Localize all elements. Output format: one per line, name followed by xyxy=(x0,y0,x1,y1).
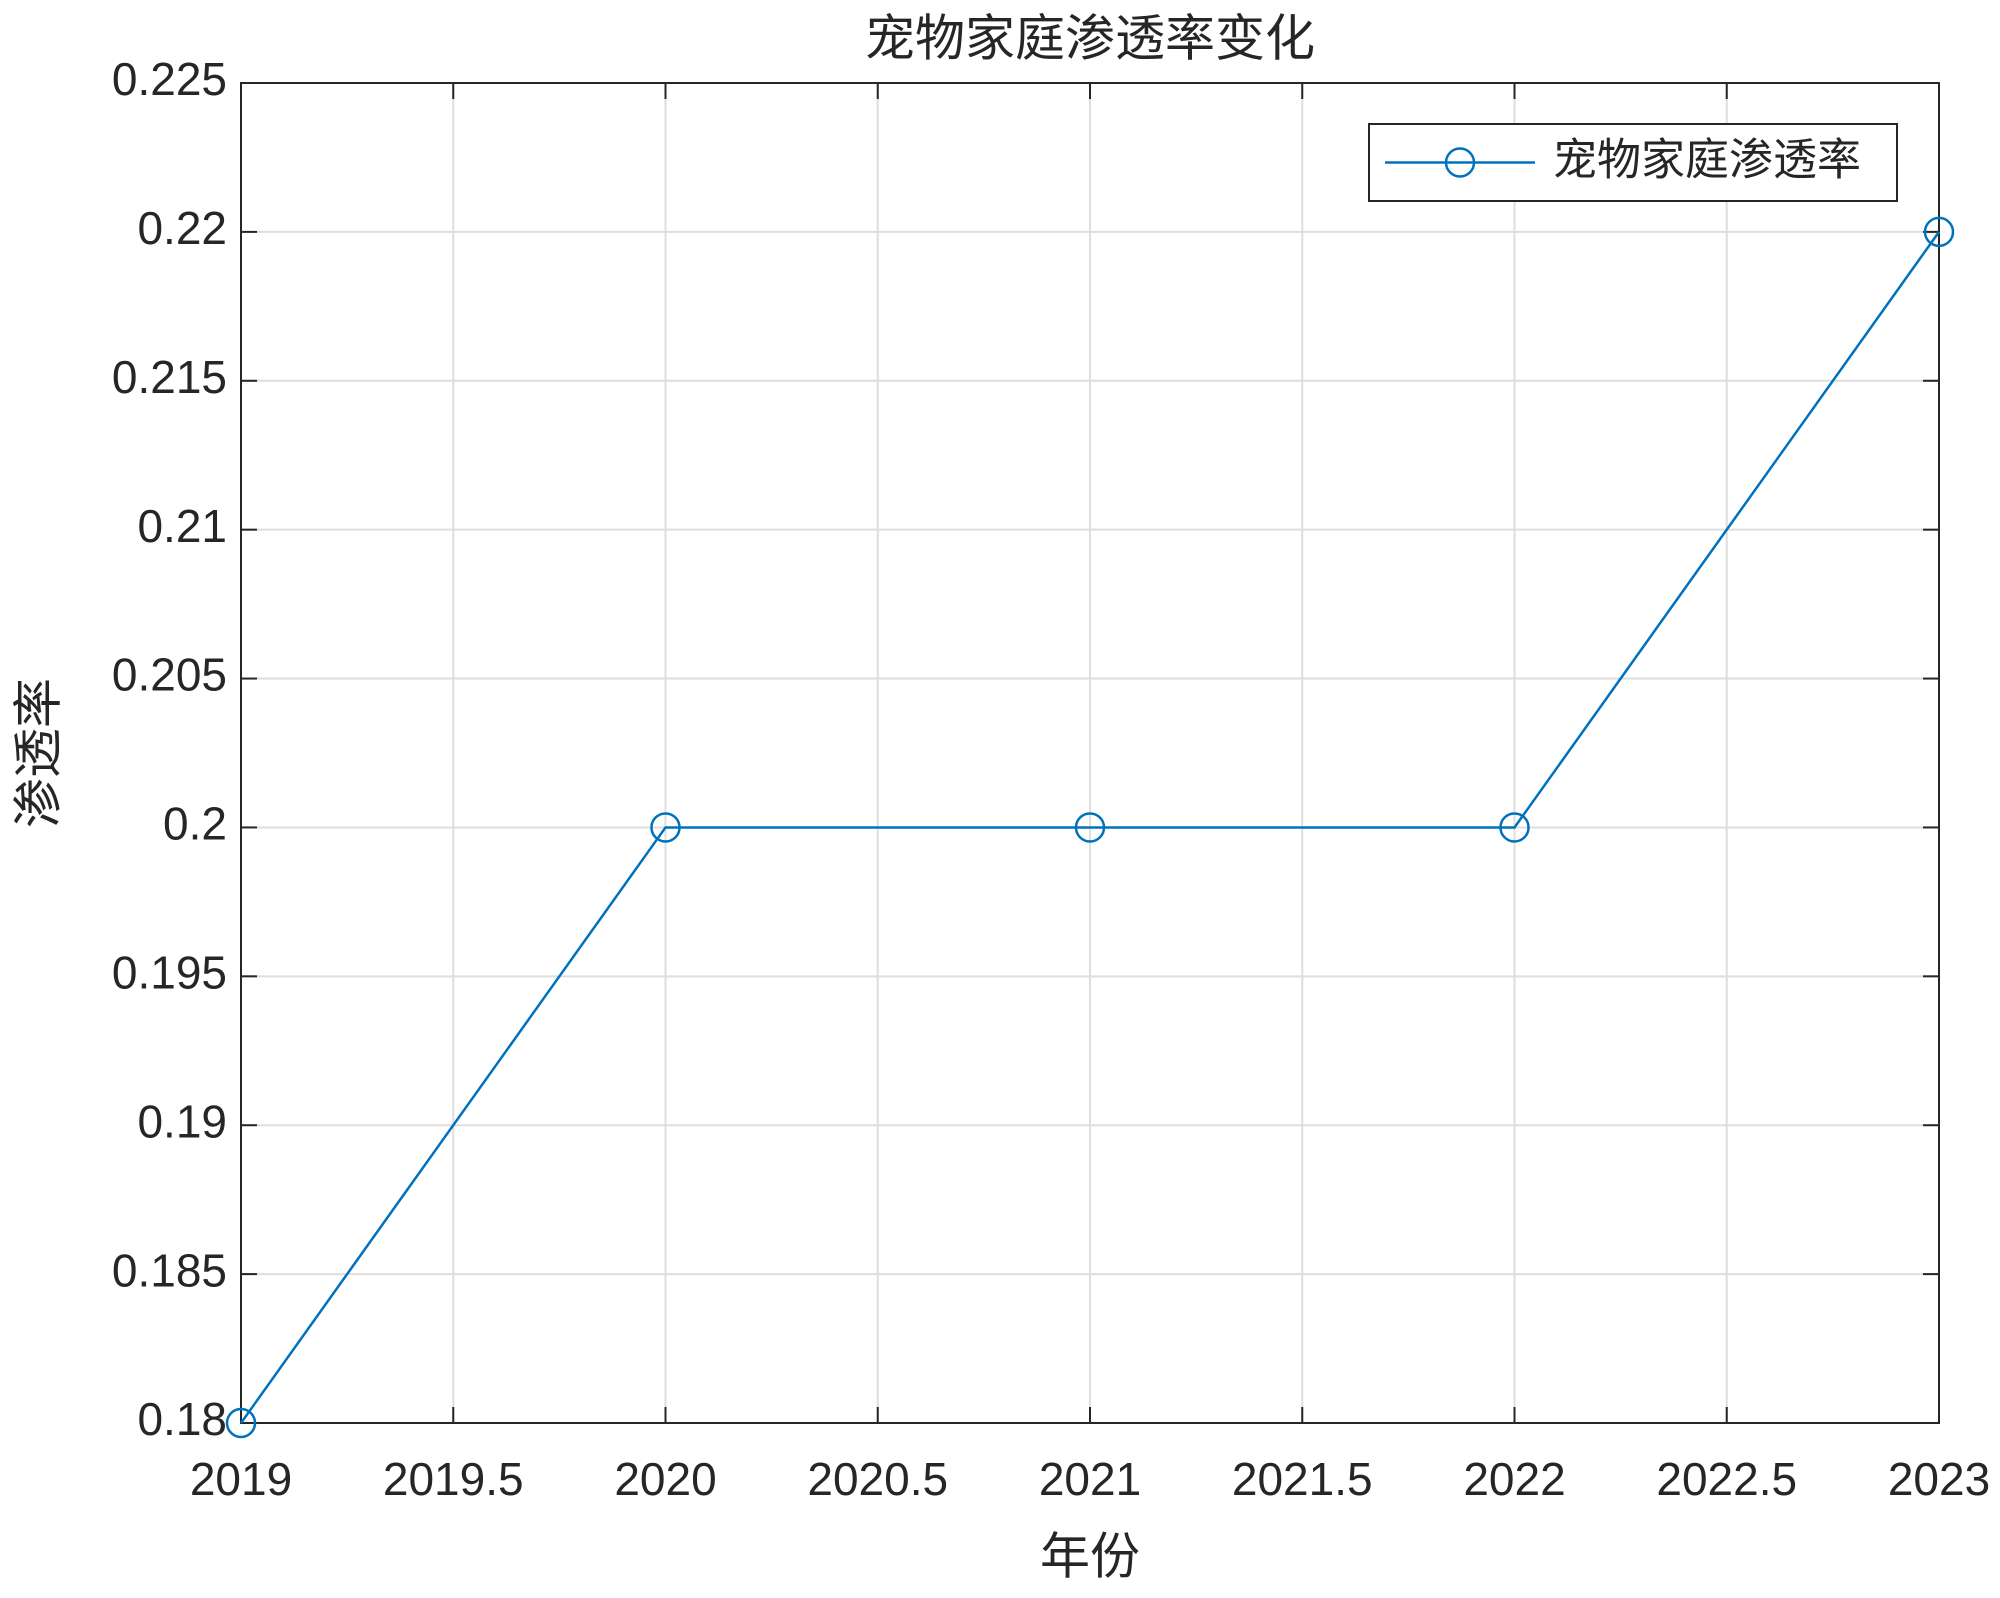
x-tick-label: 2023 xyxy=(1888,1453,1990,1505)
x-tick-label: 2021.5 xyxy=(1232,1453,1373,1505)
legend-label: 宠物家庭渗透率 xyxy=(1553,135,1861,186)
y-tick-label: 0.205 xyxy=(112,649,227,701)
legend: 宠物家庭渗透率 xyxy=(1368,123,1898,202)
plot-frame xyxy=(240,82,1940,1424)
data-point xyxy=(650,812,681,843)
data-point xyxy=(1923,216,1955,248)
x-axis-label: 年份 xyxy=(1040,1528,1140,1586)
y-tick-label: 0.2 xyxy=(163,798,227,850)
x-tick-label: 2022.5 xyxy=(1656,1453,1797,1505)
y-tick-label: 0.195 xyxy=(112,946,227,998)
data-point xyxy=(225,1407,257,1439)
data-point xyxy=(1074,812,1106,843)
x-tick-label: 2020 xyxy=(614,1453,716,1505)
x-tick-label: 2021 xyxy=(1039,1453,1141,1505)
x-tick-label: 2019.5 xyxy=(383,1453,524,1505)
y-tick-label: 0.215 xyxy=(112,351,227,403)
y-tick-label: 0.21 xyxy=(137,500,227,552)
y-tick-label: 0.225 xyxy=(112,53,227,105)
y-tick-label: 0.19 xyxy=(137,1095,227,1147)
x-tick-label: 2020.5 xyxy=(807,1453,948,1505)
data-point xyxy=(1499,812,1530,843)
y-tick-label: 0.185 xyxy=(112,1244,227,1296)
y-tick-label: 0.22 xyxy=(137,202,227,254)
legend-marker xyxy=(1444,147,1476,178)
x-tick-label: 2022 xyxy=(1463,1453,1565,1505)
y-tick-label: 0.18 xyxy=(137,1393,227,1445)
data-line xyxy=(239,231,1941,1424)
chart-title: 宠物家庭渗透率变化 xyxy=(865,10,1315,68)
x-tick-label: 2019 xyxy=(190,1453,292,1505)
y-axis-label: 渗透率 xyxy=(10,678,68,828)
